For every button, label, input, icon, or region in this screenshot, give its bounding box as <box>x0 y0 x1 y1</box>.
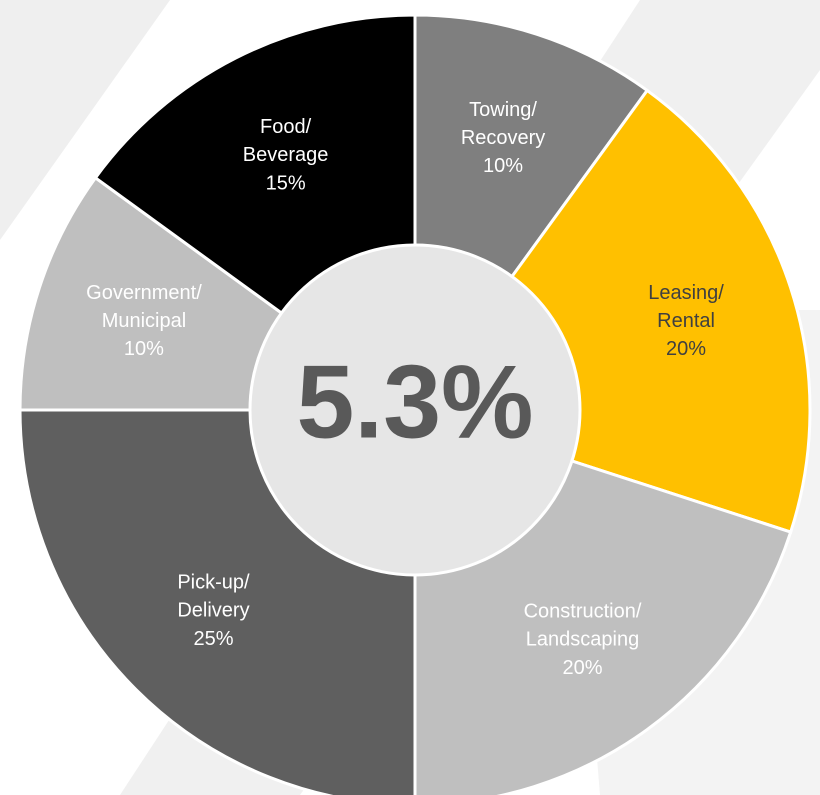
segment-value-label: 20% <box>666 338 706 360</box>
segment-label: Leasing/Rental <box>648 282 724 332</box>
segment-label: Government/Municipal <box>86 282 202 332</box>
segment-value-label: 20% <box>563 657 603 679</box>
segment-value-label: 25% <box>193 628 233 650</box>
background-stripe <box>0 0 170 240</box>
center-circle <box>248 243 582 577</box>
segment-label: Construction/Landscaping <box>524 601 642 651</box>
segment-label: Pick-up/Delivery <box>177 572 250 622</box>
segment-value-label: 10% <box>124 338 164 360</box>
segment-label: Food/Beverage <box>243 116 329 166</box>
segment-value-label: 10% <box>483 155 523 177</box>
segment-value-label: 15% <box>266 172 306 194</box>
center-label: 5.3% <box>296 344 533 460</box>
segment-label: Towing/Recovery <box>461 99 545 149</box>
